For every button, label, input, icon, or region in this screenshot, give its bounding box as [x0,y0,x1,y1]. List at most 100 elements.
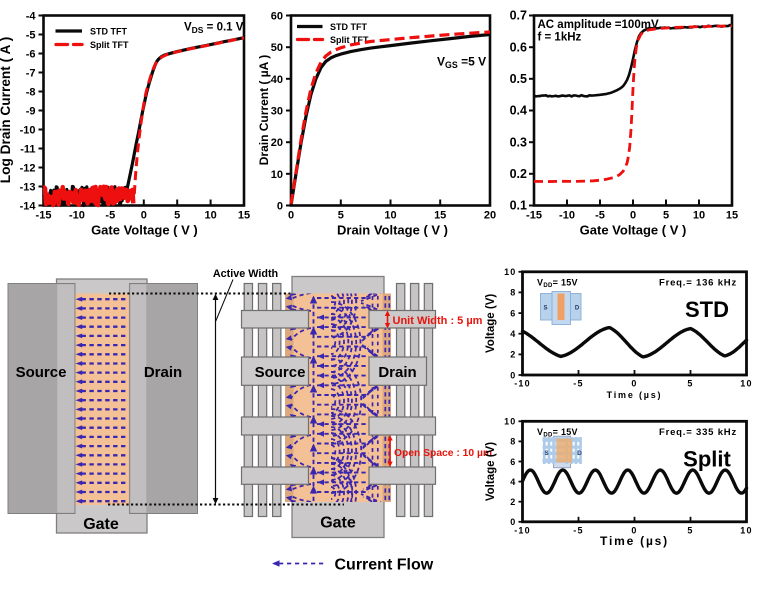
svg-text:0: 0 [631,379,637,389]
svg-text:VDD= 15V: VDD= 15V [537,427,578,439]
svg-text:S: S [543,306,547,312]
svg-text:Gate Voltage ( V ): Gate Voltage ( V ) [580,222,687,237]
svg-text:STD: STD [685,297,729,322]
svg-text:Split TFT: Split TFT [330,35,369,45]
svg-text:10: 10 [693,210,705,222]
svg-text:10: 10 [271,169,283,181]
svg-text:-8: -8 [26,87,36,99]
svg-text:5: 5 [338,210,344,222]
svg-text:Gate: Gate [83,516,119,533]
svg-text:Split: Split [683,446,731,471]
svg-text:VGS =5 V: VGS =5 V [437,55,486,70]
svg-text:0: 0 [510,517,516,527]
svg-text:-10: -10 [20,125,36,137]
svg-text:0.1: 0.1 [510,199,527,213]
svg-text:0.2: 0.2 [510,167,527,181]
svg-text:2: 2 [510,350,516,360]
svg-text:Unit Width : 5 µm: Unit Width : 5 µm [393,315,483,327]
svg-text:30: 30 [271,106,283,118]
svg-text:-12: -12 [20,163,36,175]
svg-text:8: 8 [510,288,516,298]
svg-text:-10: -10 [514,379,531,389]
svg-text:Gate Voltage ( V ): Gate Voltage ( V ) [91,222,198,237]
svg-text:Drain Current ( µA ): Drain Current ( µA ) [257,55,271,165]
svg-text:-5: -5 [105,210,115,222]
svg-text:Freq.= 335 kHz: Freq.= 335 kHz [659,427,737,438]
svg-text:Time (µs): Time (µs) [607,390,663,400]
svg-text:Active Width: Active Width [213,268,278,280]
svg-text:Source: Source [255,364,306,381]
svg-text:Split TFT: Split TFT [90,40,129,50]
svg-text:10: 10 [504,417,516,427]
svg-text:10: 10 [204,210,216,222]
svg-text:0: 0 [288,210,294,222]
svg-text:0: 0 [141,210,147,222]
svg-text:Drain: Drain [144,364,182,381]
svg-text:Voltage (V): Voltage (V) [485,442,497,501]
svg-text:Source: Source [16,364,67,381]
svg-text:Log Drain Current ( A ): Log Drain Current ( A ) [0,37,13,184]
svg-text:Freq.= 136 kHz: Freq.= 136 kHz [659,277,737,288]
svg-text:-6: -6 [26,49,36,61]
svg-text:60: 60 [271,11,283,23]
svg-text:-11: -11 [20,144,35,156]
svg-text:-5: -5 [573,379,583,389]
svg-text:-15: -15 [36,210,52,222]
svg-text:50: 50 [271,42,283,54]
svg-text:-5: -5 [595,210,605,222]
svg-text:40: 40 [271,74,283,86]
svg-text:Time (µs): Time (µs) [600,534,669,548]
svg-text:Drain: Drain [378,364,416,381]
svg-text:5: 5 [663,210,669,222]
svg-text:-4: -4 [26,11,37,23]
svg-text:-9: -9 [26,106,36,118]
svg-text:Gate: Gate [320,515,356,532]
svg-text:10: 10 [740,525,752,535]
svg-text:10: 10 [740,379,752,389]
svg-text:0.4: 0.4 [510,104,527,118]
svg-text:VDS = 0.1 V: VDS = 0.1 V [184,22,244,35]
svg-text:-7: -7 [26,68,36,80]
svg-text:VDD= 15V: VDD= 15V [537,277,578,289]
svg-text:STD TFT: STD TFT [330,22,367,32]
svg-text:f = 1kHz: f = 1kHz [538,32,582,44]
svg-text:4: 4 [510,329,516,339]
svg-text:-5: -5 [573,525,583,535]
svg-text:10: 10 [384,210,396,222]
svg-text:0: 0 [631,525,637,535]
svg-text:5: 5 [687,525,693,535]
svg-text:Current Flow: Current Flow [335,557,434,574]
svg-text:D: D [575,306,580,312]
svg-text:0.6: 0.6 [510,40,527,54]
svg-text:15: 15 [238,210,250,222]
svg-text:-13: -13 [20,182,36,194]
svg-text:Voltage (V): Voltage (V) [485,294,497,353]
svg-text:20: 20 [484,210,496,222]
svg-text:6: 6 [510,308,516,318]
svg-text:0.5: 0.5 [510,72,527,86]
svg-text:0.7: 0.7 [510,9,527,23]
svg-text:AC amplitude =100mV: AC amplitude =100mV [538,19,659,31]
svg-text:-10: -10 [69,210,85,222]
svg-text:10: 10 [504,267,516,277]
svg-text:4: 4 [510,477,516,487]
svg-text:8: 8 [510,437,516,447]
svg-text:0: 0 [630,210,636,222]
svg-text:20: 20 [271,137,283,149]
svg-text:0: 0 [510,370,516,380]
svg-text:-14: -14 [20,201,37,213]
svg-text:Open Space : 10 µm: Open Space : 10 µm [394,448,492,459]
svg-text:0.3: 0.3 [510,135,527,149]
svg-text:15: 15 [726,210,738,222]
svg-text:Drain Voltage ( V ): Drain Voltage ( V ) [337,222,448,237]
svg-text:15: 15 [434,210,446,222]
svg-text:0: 0 [277,201,283,213]
svg-text:D: D [577,450,582,457]
svg-text:5: 5 [174,210,180,222]
svg-text:-10: -10 [514,525,531,535]
svg-text:STD TFT: STD TFT [90,27,127,37]
svg-text:5: 5 [687,379,693,389]
svg-text:2: 2 [510,497,516,507]
svg-text:S: S [544,450,549,457]
svg-text:6: 6 [510,457,516,467]
